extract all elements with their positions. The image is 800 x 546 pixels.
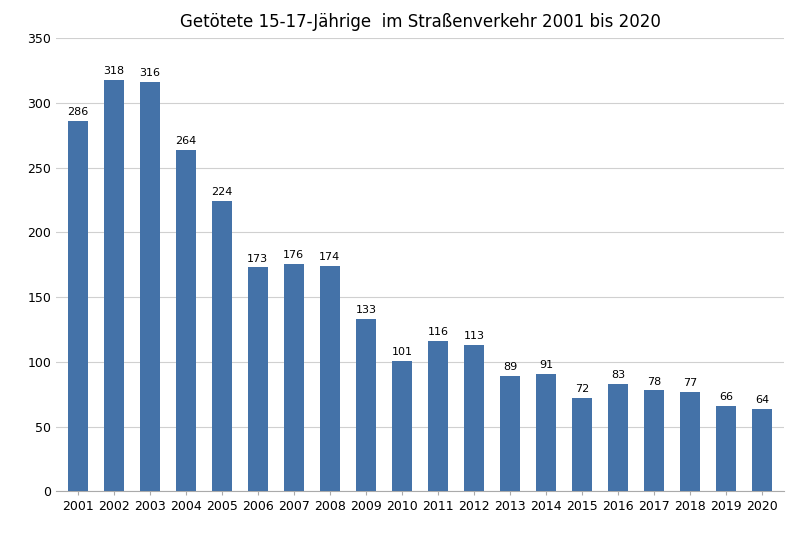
- Text: 64: 64: [755, 395, 770, 405]
- Text: 91: 91: [539, 360, 554, 370]
- Bar: [717, 406, 736, 491]
- Text: 113: 113: [463, 331, 485, 341]
- Text: 318: 318: [103, 66, 124, 76]
- Text: 89: 89: [503, 363, 518, 372]
- Text: 83: 83: [611, 370, 626, 380]
- Bar: [68, 121, 87, 491]
- Text: 116: 116: [427, 327, 449, 337]
- Bar: [500, 376, 520, 491]
- Bar: [753, 408, 772, 491]
- Bar: [392, 360, 412, 491]
- Bar: [140, 82, 160, 491]
- Text: 78: 78: [647, 377, 662, 387]
- Text: 72: 72: [575, 384, 590, 394]
- Text: 286: 286: [67, 107, 88, 117]
- Bar: [572, 398, 592, 491]
- Text: 264: 264: [175, 136, 196, 146]
- Text: 224: 224: [211, 187, 233, 198]
- Text: 133: 133: [355, 305, 377, 315]
- Bar: [248, 268, 268, 491]
- Text: 176: 176: [283, 250, 305, 260]
- Text: 316: 316: [139, 68, 160, 79]
- Text: 101: 101: [391, 347, 413, 357]
- Bar: [536, 373, 556, 491]
- Bar: [428, 341, 448, 491]
- Text: 66: 66: [719, 392, 734, 402]
- Title: Getötete 15-17-Jährige  im Straßenverkehr 2001 bis 2020: Getötete 15-17-Jährige im Straßenverkehr…: [179, 13, 661, 31]
- Text: 77: 77: [683, 378, 698, 388]
- Bar: [320, 266, 340, 491]
- Bar: [104, 80, 123, 491]
- Bar: [680, 391, 700, 491]
- Bar: [356, 319, 376, 491]
- Bar: [644, 390, 664, 491]
- Bar: [284, 264, 304, 491]
- Bar: [176, 150, 196, 491]
- Bar: [212, 201, 232, 491]
- Bar: [608, 384, 628, 491]
- Bar: [464, 345, 484, 491]
- Text: 173: 173: [247, 253, 268, 264]
- Text: 174: 174: [319, 252, 341, 262]
